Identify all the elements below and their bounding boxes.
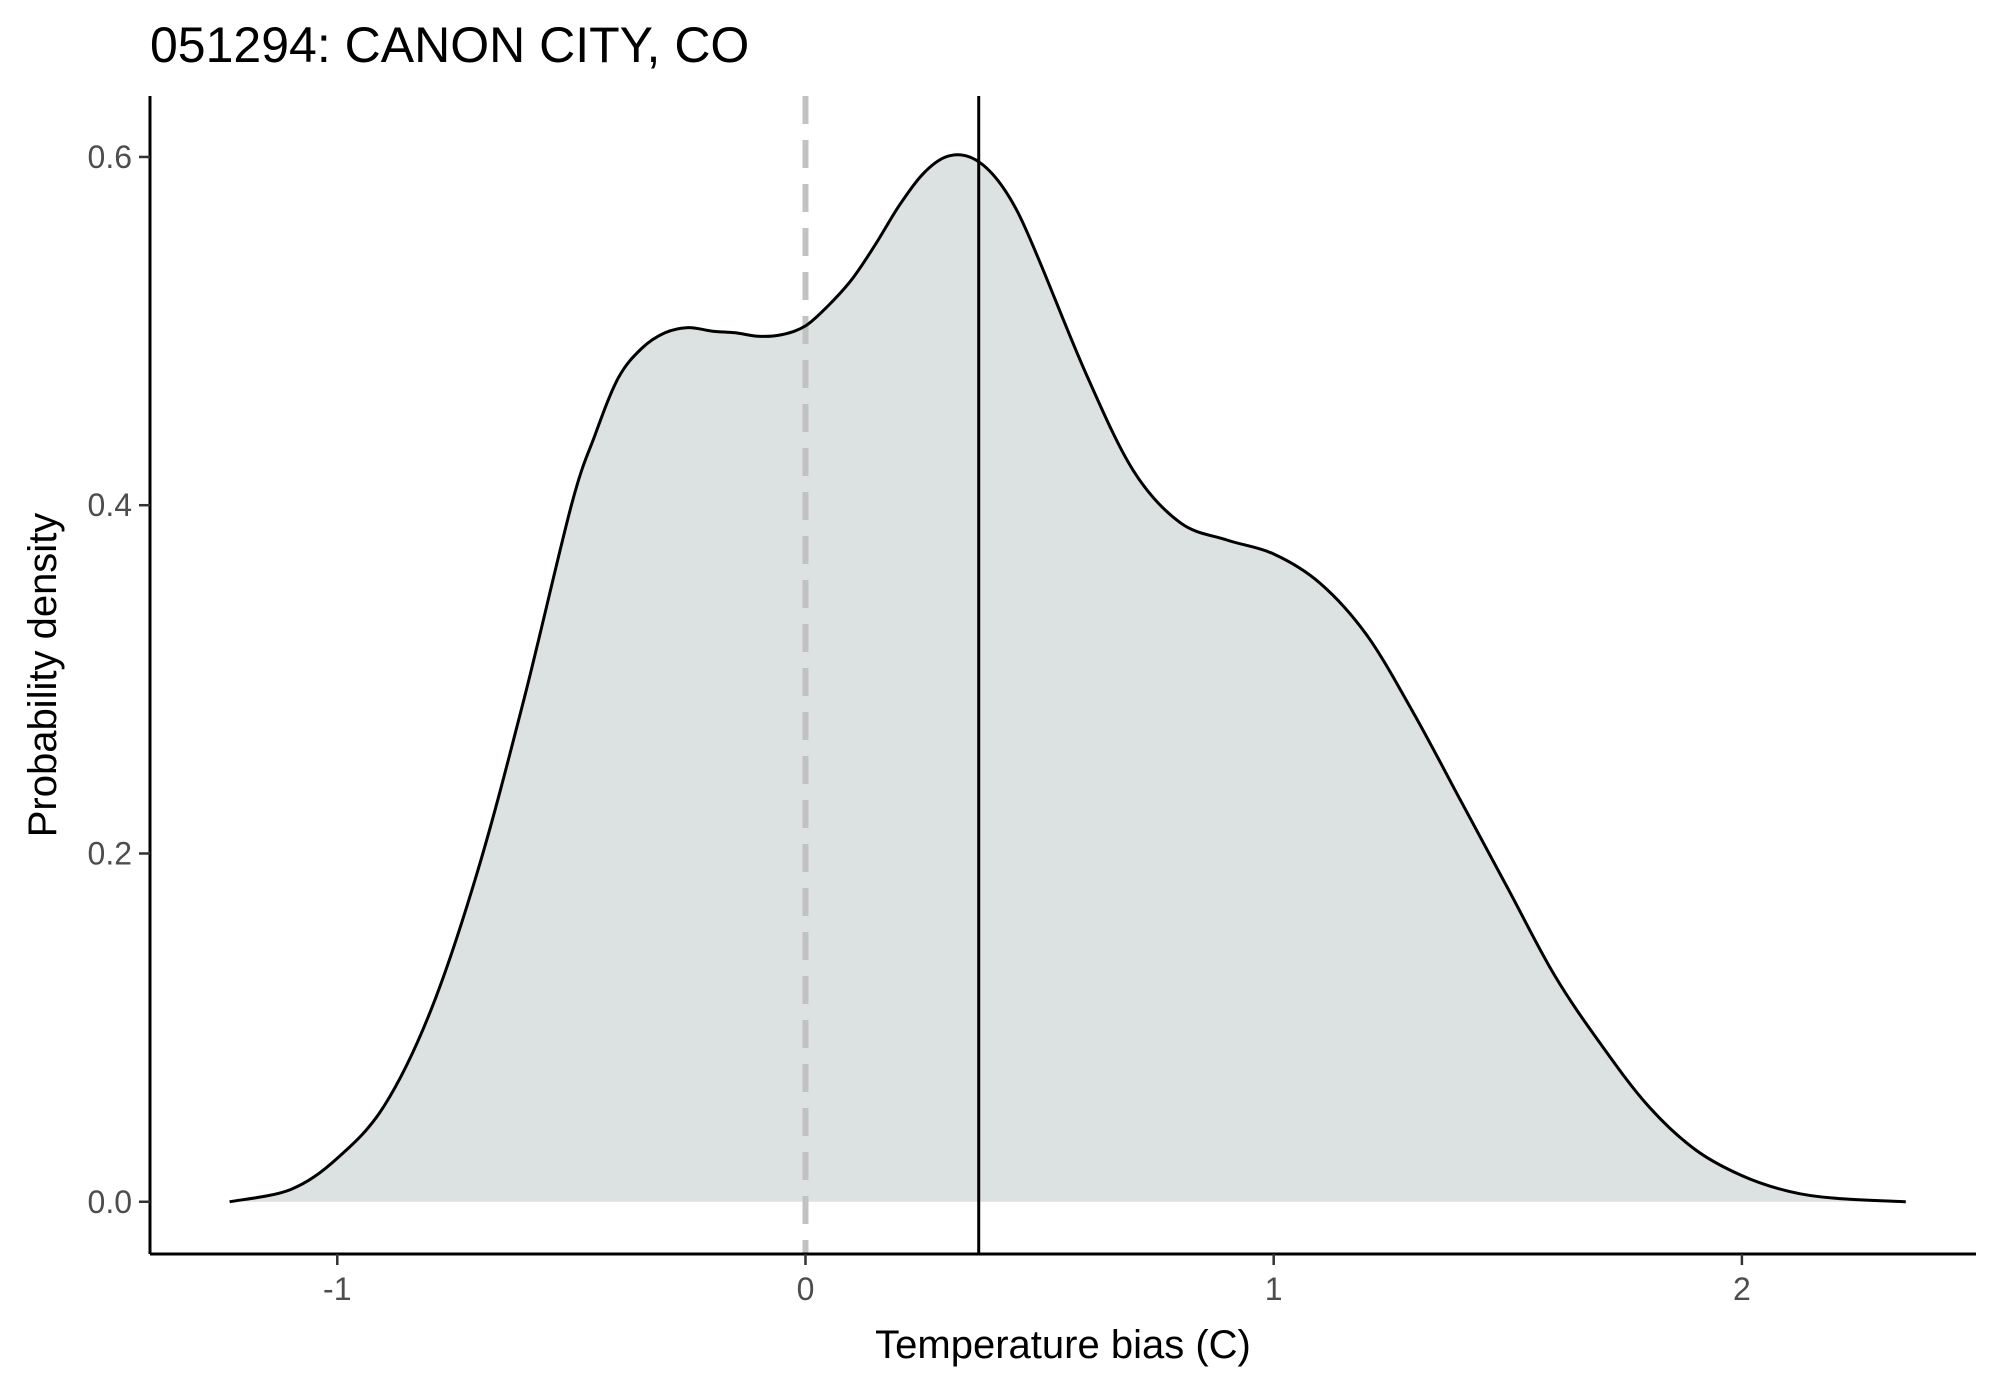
plot-area (229, 96, 1906, 1254)
y-tick-label: 0.6 (88, 139, 132, 175)
y-axis-title: Probability density (21, 513, 65, 838)
x-tick-label: 1 (1265, 1271, 1283, 1307)
y-axis-ticks: 0.0 0.2 0.4 0.6 (88, 139, 150, 1220)
y-tick-label: 0.4 (88, 487, 132, 523)
x-axis-title: Temperature bias (C) (875, 1323, 1251, 1367)
density-curve (229, 153, 1906, 1204)
x-tick-label: -1 (323, 1271, 351, 1307)
chart-title: 051294: CANON CITY, CO (150, 17, 749, 73)
y-tick-label: 0.0 (88, 1184, 132, 1220)
density-area (229, 154, 1906, 1202)
y-tick-label: 0.2 (88, 835, 132, 871)
x-axis-ticks: -1 0 1 2 (323, 1254, 1751, 1307)
x-tick-label: 0 (797, 1271, 815, 1307)
x-tick-label: 2 (1733, 1271, 1751, 1307)
